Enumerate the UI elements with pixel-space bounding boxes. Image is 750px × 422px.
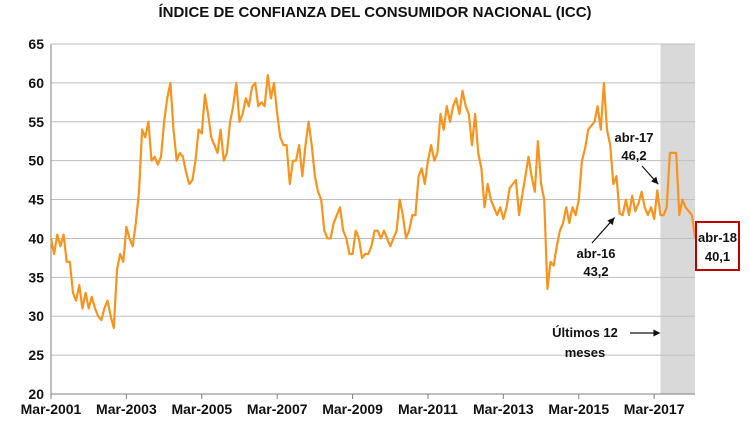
series-line xyxy=(49,74,697,329)
y-tick-label: 60 xyxy=(28,75,44,91)
shaded-arrow-head xyxy=(653,329,661,337)
x-tick-label: Mar-2001 xyxy=(21,401,82,417)
grid-lines xyxy=(51,43,695,356)
shaded-label-line1: Últimos 12 xyxy=(552,325,618,340)
x-tick-label: Mar-2013 xyxy=(473,401,534,417)
annotation-abr16-arrow-head xyxy=(607,217,615,226)
x-tick-label: Mar-2015 xyxy=(548,401,609,417)
chart-title: ÍNDICE DE CONFIANZA DEL CONSUMIDOR NACIO… xyxy=(158,4,591,21)
shaded-label-line2: meses xyxy=(565,345,605,360)
x-tick-label: Mar-2007 xyxy=(247,401,308,417)
shaded-band xyxy=(660,44,695,394)
annotation-abr18-value: 40,1 xyxy=(705,249,730,264)
y-tick-label: 45 xyxy=(28,192,44,208)
y-tick-label: 55 xyxy=(28,114,44,130)
x-tick-labels: Mar-2001 Mar-2003 Mar-2005 Mar-2007 Mar-2009… xyxy=(21,401,685,417)
y-tick-label: 25 xyxy=(28,347,44,363)
axes xyxy=(50,44,695,399)
y-tick-label: 30 xyxy=(28,308,44,324)
x-tick-label: Mar-2011 xyxy=(398,401,458,417)
y-tick-label: 40 xyxy=(28,230,44,246)
annotation-abr16-label: abr-16 xyxy=(576,246,615,261)
y-tick-label: 50 xyxy=(28,153,44,169)
annotation-abr17-arrow-head xyxy=(651,176,659,185)
annotations: Últimos 12 meses abr-16 43,2 abr-17 46,2 abr-1… xyxy=(552,130,740,360)
x-tick-label: Mar-2009 xyxy=(322,401,383,417)
y-tick-label: 35 xyxy=(28,269,44,285)
y-tick-label: 20 xyxy=(28,386,44,402)
y-tick-label: 65 xyxy=(28,36,44,52)
x-tick-label: Mar-2017 xyxy=(624,401,685,417)
annotation-abr18-box xyxy=(695,221,740,271)
annotation-abr18-label: abr-18 xyxy=(698,230,737,245)
annotation-abr16-value: 43,2 xyxy=(583,264,608,279)
x-tick-label: Mar-2003 xyxy=(96,401,157,417)
annotation-abr17-label: abr-17 xyxy=(614,130,653,145)
y-tick-labels: 20 25 30 35 40 45 50 55 60 65 xyxy=(28,36,44,402)
annotation-abr17-value: 46,2 xyxy=(621,148,646,163)
shaded-period xyxy=(660,44,695,394)
series-layer xyxy=(49,74,697,329)
x-tick-label: Mar-2005 xyxy=(171,401,232,417)
